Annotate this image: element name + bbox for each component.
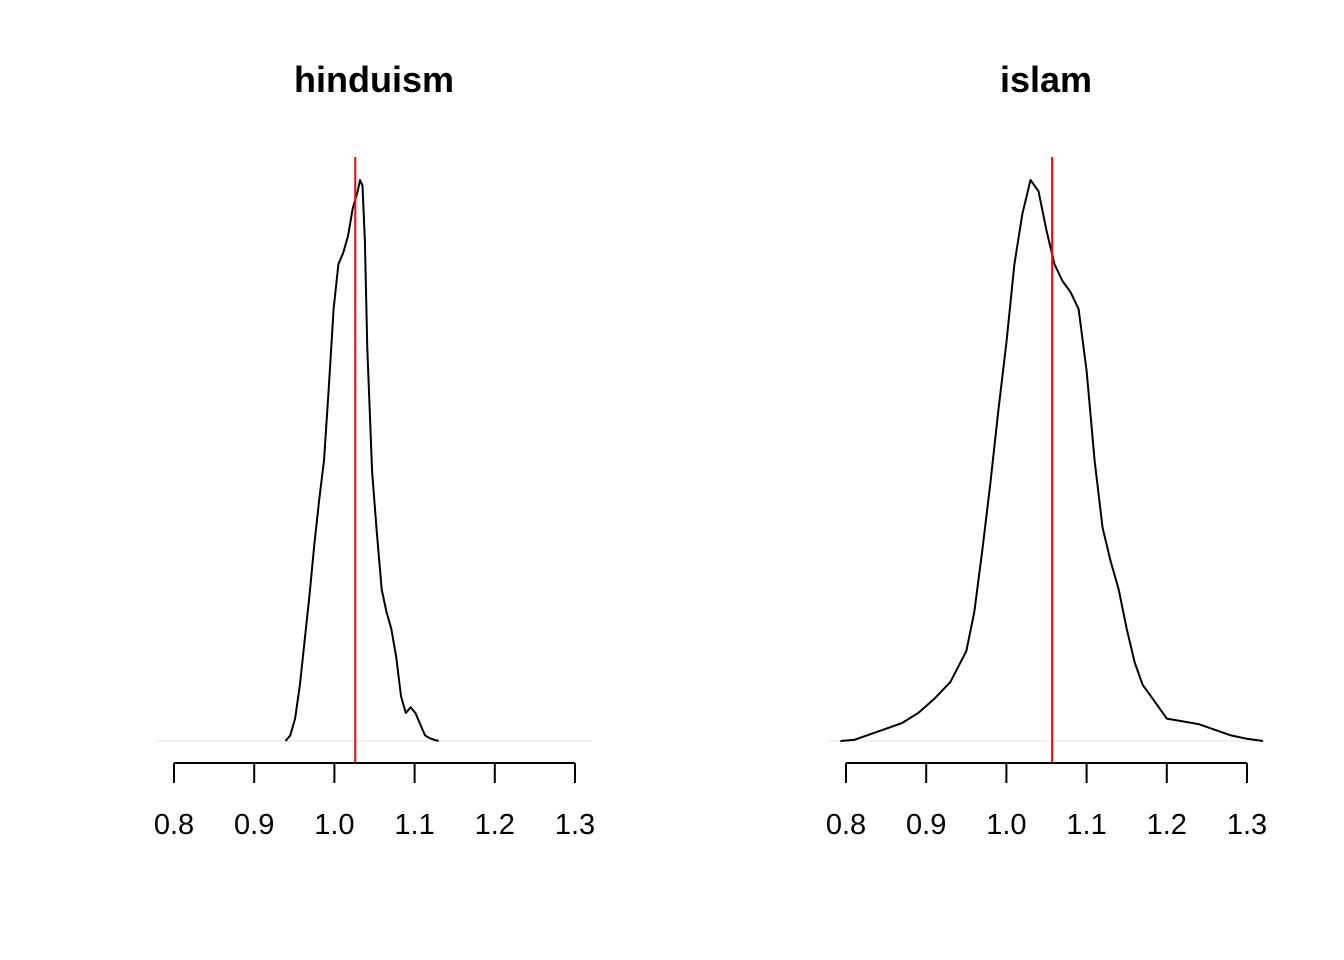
x-tick-label: 1.3 <box>555 809 595 841</box>
x-tick-label: 1.1 <box>1066 809 1106 841</box>
panel-title: hinduism <box>294 59 454 100</box>
x-tick-label: 0.8 <box>154 809 194 841</box>
x-tick-label: 1.0 <box>986 809 1026 841</box>
x-tick-label: 0.8 <box>826 809 866 841</box>
density-panel-islam: islam 0.8 0.9 1.0 1.1 1.2 1.3 <box>826 59 1267 841</box>
x-tick-label: 1.0 <box>314 809 354 841</box>
density-panel-hinduism: hinduism 0.8 0.9 1.0 1.1 1.2 1.3 <box>154 59 595 841</box>
x-tick-label: 1.2 <box>475 809 515 841</box>
panel-title: islam <box>1000 59 1092 100</box>
x-tick-label: 1.2 <box>1147 809 1187 841</box>
x-tick-label: 0.9 <box>906 809 946 841</box>
x-tick-label: 1.1 <box>394 809 434 841</box>
density-curve <box>840 179 1264 742</box>
density-curve <box>284 179 439 742</box>
x-tick-label: 1.3 <box>1227 809 1267 841</box>
x-tick-label: 0.9 <box>234 809 274 841</box>
